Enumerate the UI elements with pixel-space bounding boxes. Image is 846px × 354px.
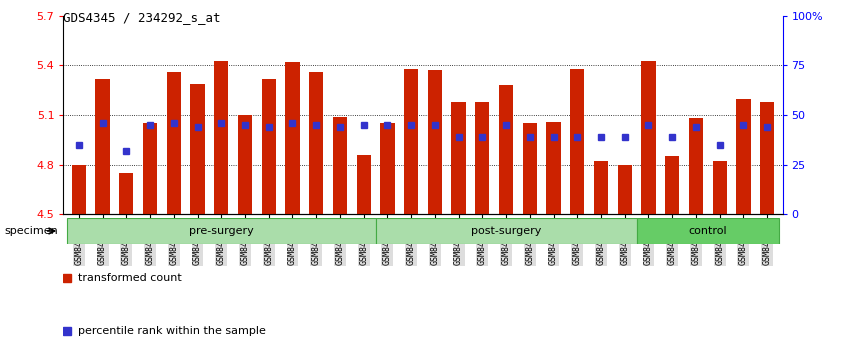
Bar <box>376 218 636 244</box>
Bar <box>523 123 537 214</box>
Text: percentile rank within the sample: percentile rank within the sample <box>78 326 266 336</box>
Bar <box>689 118 703 214</box>
Bar <box>332 117 347 214</box>
Text: GDS4345 / 234292_s_at: GDS4345 / 234292_s_at <box>63 11 221 24</box>
Bar <box>547 122 561 214</box>
Bar <box>404 69 418 214</box>
Bar <box>428 70 442 214</box>
Bar <box>594 161 608 214</box>
Bar <box>452 102 465 214</box>
Bar <box>238 115 252 214</box>
Bar <box>475 102 490 214</box>
Text: specimen: specimen <box>4 226 58 236</box>
Bar <box>570 69 585 214</box>
Bar <box>72 165 86 214</box>
Bar <box>119 173 134 214</box>
Bar <box>167 72 181 214</box>
Bar <box>309 72 323 214</box>
Bar <box>499 85 514 214</box>
Bar <box>665 156 679 214</box>
Bar <box>641 61 656 214</box>
Bar <box>356 155 371 214</box>
Bar <box>712 161 727 214</box>
Bar <box>381 123 394 214</box>
Bar <box>190 84 205 214</box>
Bar <box>736 98 750 214</box>
Text: pre-surgery: pre-surgery <box>189 226 254 236</box>
Text: post-surgery: post-surgery <box>471 226 541 236</box>
Bar <box>261 79 276 214</box>
Bar <box>96 79 110 214</box>
Bar <box>67 218 376 244</box>
Text: transformed count: transformed count <box>78 273 182 282</box>
Bar <box>636 218 779 244</box>
Bar <box>285 62 299 214</box>
Text: control: control <box>689 226 727 236</box>
Bar <box>143 123 157 214</box>
Bar <box>618 165 632 214</box>
Bar <box>760 102 774 214</box>
Bar <box>214 61 228 214</box>
